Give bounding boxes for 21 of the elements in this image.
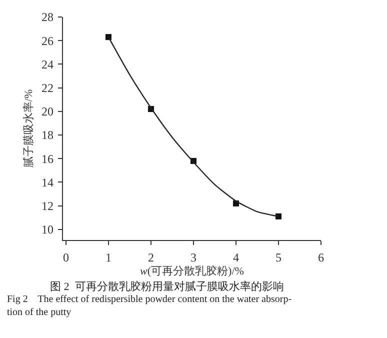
caption: 图 2 可再分散乳胶粉用量对腻子膜吸水率的影响 xyxy=(50,280,284,293)
y-tick-label: 24 xyxy=(42,57,54,72)
x-tick-label: 5 xyxy=(276,250,282,264)
y-tick-label: 26 xyxy=(42,34,54,48)
x-tick-label: 4 xyxy=(232,250,239,264)
x-tick-label: 6 xyxy=(318,250,324,264)
x-axis-title: w(可再分散乳胶粉)/% xyxy=(140,264,244,278)
x-tick-label: 0 xyxy=(62,250,69,264)
y-tick-label: 12 xyxy=(42,198,54,213)
x-tick-label: 3 xyxy=(190,250,196,264)
y-tick-label: 10 xyxy=(42,222,54,237)
y-axis-title: 腻子膜吸水率/% xyxy=(22,89,36,168)
y-tick-label: 18 xyxy=(42,128,54,142)
x-tick-label: 1 xyxy=(105,250,112,264)
x-tick-label: 2 xyxy=(148,250,154,264)
y-tick-label: 28 xyxy=(42,10,54,24)
y-tick-label: 16 xyxy=(42,152,54,166)
y-tick-label: 22 xyxy=(42,80,54,95)
y-tick-label: 20 xyxy=(42,104,54,119)
caption: Fig 2 The effect of redispersible powder content on the water absorp- tion of the putty xyxy=(7,294,292,318)
y-tick-label: 14 xyxy=(42,175,54,190)
